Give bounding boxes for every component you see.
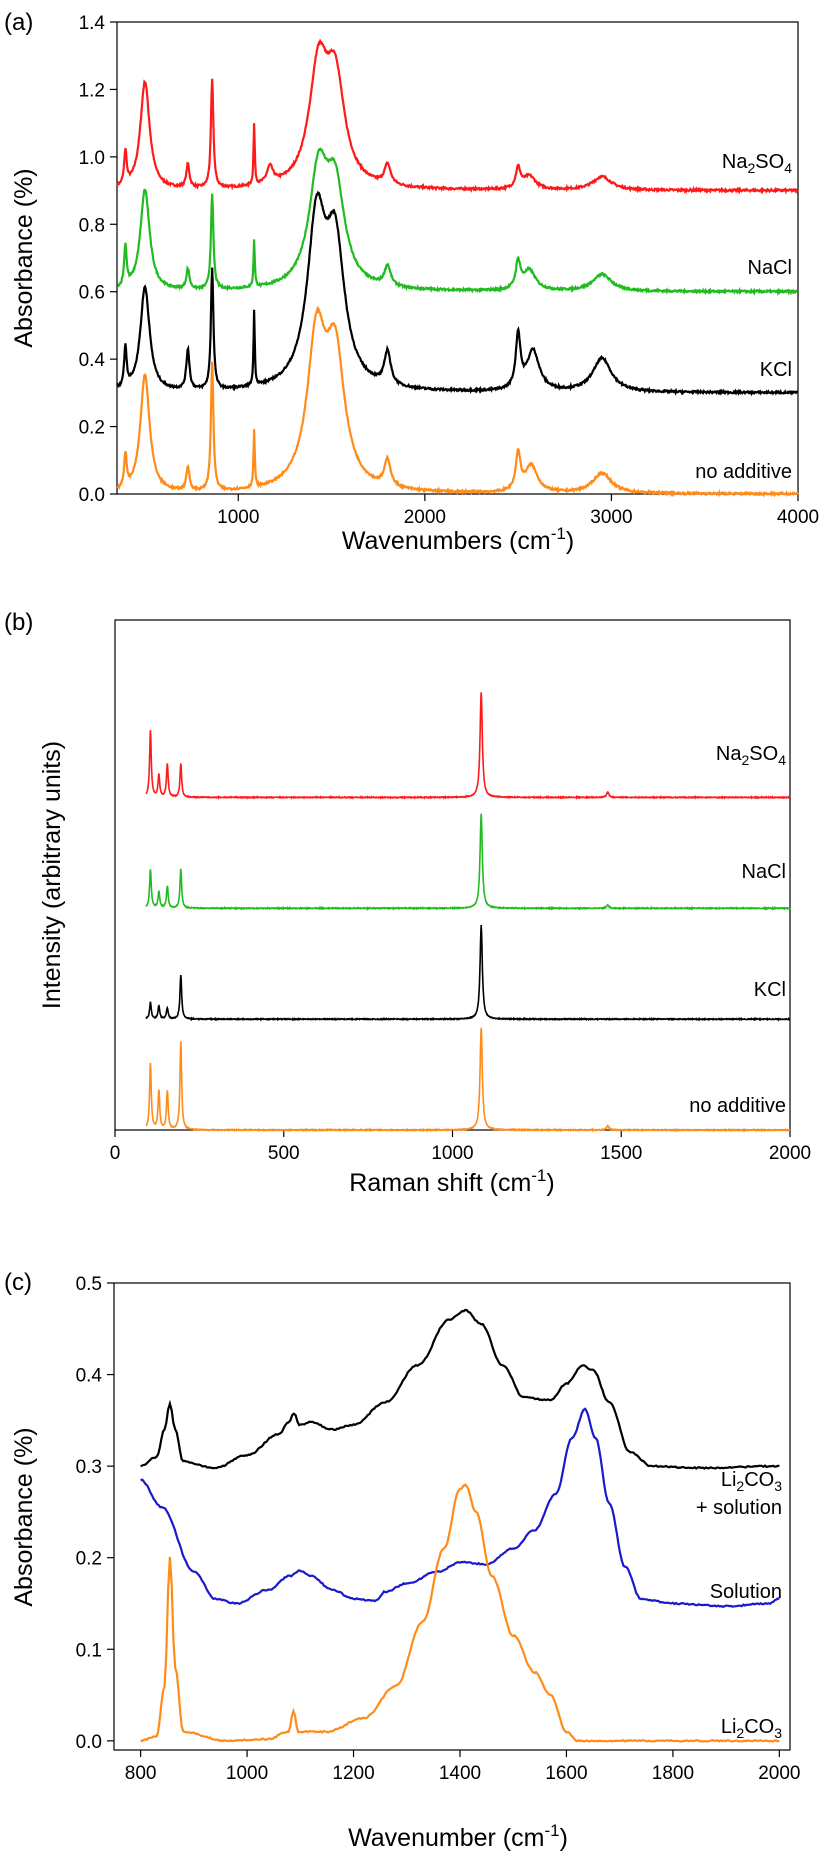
panel-a-label-na2so4: Na2SO4 bbox=[722, 151, 792, 176]
x-tick-label: 1500 bbox=[600, 1143, 642, 1164]
panel-c-series-line-1 bbox=[140, 1407, 780, 1609]
panel-c-label: (c) bbox=[4, 1269, 32, 1296]
panel-c-y-axis-label: Absorbance (%) bbox=[10, 1427, 38, 1606]
panel-c-x-ticks: 800 1000 1200 1400 1600 1800 2000 bbox=[125, 1750, 800, 1784]
panel-a-series-line-0 bbox=[116, 38, 799, 195]
panel-b-label-na2so4: Na2SO4 bbox=[716, 743, 786, 768]
panel-a-series bbox=[116, 38, 799, 498]
panel-b-x-ticks: 0 500 1000 1500 2000 bbox=[110, 1130, 811, 1164]
panel-c: (c) Absorbance (%) Wavenumber (cm-1) 800… bbox=[4, 1269, 800, 1852]
panel-a-x-ticks: 1000 2000 3000 4000 bbox=[217, 494, 819, 528]
panel-a-label: (a) bbox=[4, 9, 33, 36]
y-tick-label: 0.6 bbox=[79, 283, 105, 304]
y-tick-label: 0.3 bbox=[76, 1457, 102, 1478]
panel-b-series-line-0 bbox=[145, 692, 791, 800]
panel-c-x-axis-label: Wavenumber (cm-1) bbox=[348, 1821, 568, 1852]
panel-b-y-axis-label: Intensity (arbitrary units) bbox=[38, 741, 66, 1009]
panel-a-series-line-3 bbox=[116, 305, 799, 498]
panel-c-label-li2co3: Li2CO3 bbox=[721, 1716, 782, 1741]
panel-b-label: (b) bbox=[4, 609, 33, 636]
x-tick-label: 3000 bbox=[590, 507, 632, 528]
x-tick-label: 1200 bbox=[332, 1763, 374, 1784]
x-tick-label: 1800 bbox=[652, 1763, 694, 1784]
x-tick-label: 0 bbox=[110, 1143, 121, 1164]
panel-b-label-nacl: NaCl bbox=[742, 861, 786, 883]
x-tick-label: 2000 bbox=[758, 1763, 800, 1784]
panel-b-x-axis-label: Raman shift (cm-1) bbox=[349, 1166, 554, 1197]
panel-b-label-kcl: KCl bbox=[754, 979, 786, 1001]
panel-a-y-ticks: 0.0 0.2 0.4 0.6 0.8 1.0 1.2 1.4 bbox=[79, 13, 117, 506]
y-tick-label: 0.1 bbox=[76, 1640, 102, 1661]
panel-a-label-no-additive: no additive bbox=[695, 461, 792, 483]
panel-c-series-line-2 bbox=[140, 1483, 780, 1743]
x-tick-label: 500 bbox=[268, 1143, 300, 1164]
panel-c-y-ticks: 0.0 0.1 0.2 0.3 0.4 0.5 bbox=[76, 1274, 114, 1753]
panel-c-label-solution: Solution bbox=[710, 1581, 782, 1603]
panel-a-x-axis-label: Wavenumbers (cm-1) bbox=[342, 524, 574, 555]
panel-c-plot-frame bbox=[113, 1282, 791, 1751]
x-tick-label: 1000 bbox=[226, 1763, 268, 1784]
y-tick-label: 1.2 bbox=[79, 80, 105, 101]
panel-b-series-line-1 bbox=[145, 813, 791, 911]
panel-c-series bbox=[140, 1308, 780, 1743]
x-tick-label: 1400 bbox=[439, 1763, 481, 1784]
x-tick-label: 1600 bbox=[545, 1763, 587, 1784]
y-tick-label: 0.4 bbox=[79, 350, 106, 371]
x-tick-label: 2000 bbox=[769, 1143, 811, 1164]
panel-b-series-line-3 bbox=[145, 1027, 791, 1133]
y-tick-label: 0.8 bbox=[79, 215, 105, 236]
panel-b-plot-frame bbox=[114, 619, 791, 1131]
x-tick-label: 800 bbox=[125, 1763, 157, 1784]
panel-a-y-axis-label: Absorbance (%) bbox=[10, 168, 38, 347]
x-tick-label: 4000 bbox=[777, 507, 819, 528]
panel-a-series-line-2 bbox=[116, 190, 798, 397]
y-tick-label: 0.0 bbox=[76, 1732, 102, 1753]
y-tick-label: 1.0 bbox=[79, 148, 105, 169]
panel-a: (a) Absorbance (%) Wavenumbers (cm-1) 10… bbox=[4, 9, 819, 555]
y-tick-label: 0.0 bbox=[79, 485, 105, 506]
panel-b-series-line-2 bbox=[145, 925, 791, 1022]
x-tick-label: 1000 bbox=[431, 1143, 473, 1164]
y-tick-label: 0.5 bbox=[76, 1274, 102, 1295]
panel-c-label-li2co3-solution-line2: + solution bbox=[696, 1497, 782, 1519]
panel-b-label-no-additive: no additive bbox=[689, 1095, 786, 1117]
panel-b-series bbox=[145, 692, 791, 1133]
panel-a-plot-frame bbox=[116, 21, 799, 495]
panel-a-series-line-1 bbox=[117, 147, 799, 297]
panel-b: (b) Intensity (arbitrary units) Raman sh… bbox=[4, 609, 811, 1197]
panel-c-series-line-0 bbox=[140, 1308, 780, 1470]
panel-a-label-nacl: NaCl bbox=[748, 257, 792, 279]
x-tick-label: 2000 bbox=[404, 507, 446, 528]
y-tick-label: 0.2 bbox=[76, 1549, 102, 1570]
x-tick-label: 1000 bbox=[217, 507, 259, 528]
y-tick-label: 0.2 bbox=[79, 418, 105, 439]
panel-c-label-li2co3-solution: Li2CO3 bbox=[721, 1469, 782, 1494]
y-tick-label: 1.4 bbox=[79, 13, 106, 34]
panel-a-label-kcl: KCl bbox=[760, 359, 792, 381]
y-tick-label: 0.4 bbox=[76, 1366, 103, 1387]
